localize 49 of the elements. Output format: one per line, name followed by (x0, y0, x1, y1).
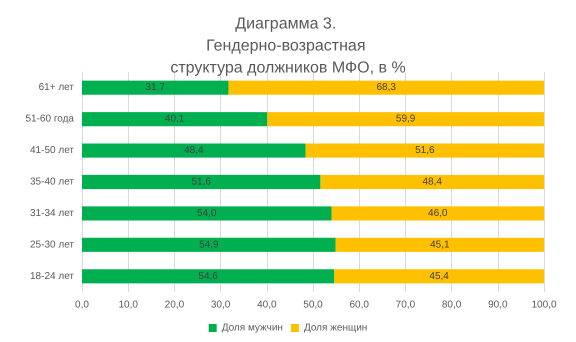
bar (82, 238, 336, 252)
x-tick-label: 30,0 (210, 300, 231, 310)
x-tick-label: 0,0 (75, 300, 90, 310)
data-label: 48,4 (422, 176, 442, 188)
bar (331, 206, 544, 220)
x-tick-label: 80,0 (442, 300, 462, 310)
x-tick-label: 40,0 (257, 300, 277, 310)
bar (82, 144, 306, 158)
bar (336, 238, 544, 252)
data-label: 40,1 (164, 114, 185, 125)
data-label: 51,6 (191, 176, 212, 188)
chart-title: Диаграмма 3. Гендерно-возрастная структура должников МФО, в % (170, 16, 406, 76)
y-tick-label: 31-34 лет (30, 208, 74, 219)
y-tick-label: 18-24 лет (30, 270, 74, 282)
x-tick-label: 50,0 (303, 300, 324, 310)
data-label: 51,6 (415, 145, 435, 156)
bar (306, 144, 544, 158)
data-label: 45,1 (430, 239, 450, 250)
bar (82, 206, 332, 220)
x-tick-label: 90,0 (488, 300, 508, 310)
data-label: 68,3 (376, 82, 396, 94)
bar (82, 269, 334, 284)
y-tick-label: 35-40 лет (30, 176, 74, 188)
bar (320, 174, 544, 190)
y-tick-label: 25-30 лет (30, 239, 74, 250)
bar (82, 112, 268, 126)
data-label: 45,4 (429, 270, 450, 282)
data-label: 54,6 (198, 270, 218, 282)
data-label: 54,9 (199, 239, 219, 250)
y-tick-label: 61+ лет (38, 82, 74, 94)
data-label: 48,4 (184, 145, 204, 156)
bar (334, 269, 544, 284)
data-label: 59,9 (396, 114, 416, 125)
data-label: 31,7 (145, 82, 166, 94)
x-tick-label: 100,0 (531, 300, 557, 310)
legend-label: Доля мужчин (222, 322, 283, 334)
data-label: 54,0 (197, 208, 217, 219)
x-tick-label: 20,0 (164, 300, 185, 310)
bar (82, 174, 320, 190)
bar (267, 112, 544, 126)
bar (82, 80, 228, 95)
y-tick-label: 51-60 года (25, 114, 74, 125)
y-tick-label: 41-50 лет (30, 145, 74, 156)
bar (228, 80, 544, 95)
legend-label: Доля женщин (304, 322, 368, 334)
data-label: 46,0 (428, 208, 448, 219)
x-tick-label: 10,0 (118, 300, 138, 310)
x-tick-label: 60,0 (349, 300, 370, 310)
x-tick-label: 70,0 (396, 300, 416, 310)
